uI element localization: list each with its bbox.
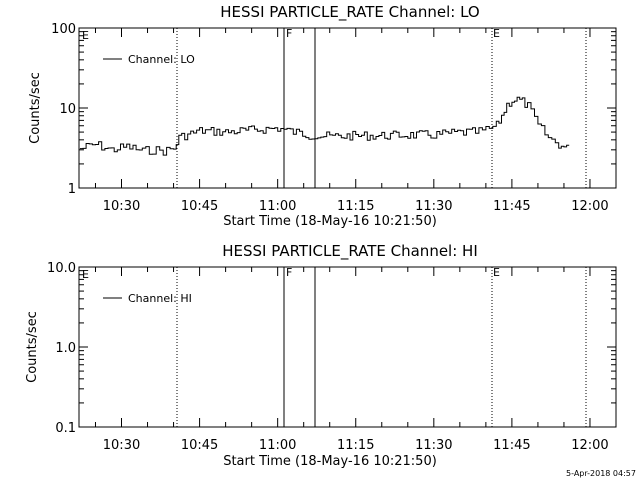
- panel-lo-x-tick-label: 10:30: [103, 199, 140, 214]
- panel-lo-y-tick-label: 10: [59, 102, 76, 117]
- panel-hi-x-tick-label: 11:15: [337, 438, 374, 453]
- panel-hi-legend-label: Channel: HI: [128, 292, 192, 305]
- panel-lo-x-axis-label: Start Time (18-May-16 10:21:50): [223, 214, 437, 229]
- panel-hi-y-tick-label: 1.0: [55, 341, 76, 356]
- panel-lo-x-tick-label: 11:45: [493, 199, 530, 214]
- panel-lo-legend: Channel: LO: [103, 53, 195, 66]
- panel-lo-x-tick-label: 12:00: [571, 199, 608, 214]
- panel-lo-y-axis-label: Counts/sec: [28, 72, 43, 144]
- panel-hi-x-axis-label: Start Time (18-May-16 10:21:50): [223, 454, 437, 469]
- panel-hi-x-tick-label: 11:00: [259, 438, 296, 453]
- panel-hi-frame: [78, 266, 617, 428]
- panel-lo-frame: [78, 27, 617, 189]
- panel-hi-x-tick-label: 10:45: [181, 438, 218, 453]
- panel-lo-title: HESSI PARTICLE_RATE Channel: LO: [220, 3, 479, 22]
- panel-lo-markers: E F E: [82, 27, 587, 188]
- panel-lo-y-tick-label: 1: [68, 182, 76, 197]
- panel-lo: HESSI PARTICLE_RATE Channel: LO E F E 11…: [28, 3, 617, 229]
- panel-hi-legend: Channel: HI: [103, 292, 192, 305]
- panel-hi-y-axis: 0.1 1.0 10.0: [47, 261, 616, 436]
- panel-hi-y-tick-label: 0.1: [55, 421, 76, 436]
- panel-lo-x-tick-label: 10:45: [181, 199, 218, 214]
- panel-lo-series-line: [79, 96, 570, 156]
- panel-lo-x-tick-label: 11:15: [337, 199, 374, 214]
- panel-lo-x-tick-label: 11:30: [415, 199, 452, 214]
- panel-hi-y-tick-label: 10.0: [47, 261, 76, 276]
- panel-hi-x-tick-label: 10:30: [103, 438, 140, 453]
- panel-hi-x-tick-label: 12:00: [571, 438, 608, 453]
- panel-hi: HESSI PARTICLE_RATE Channel: HI E F E 0.…: [25, 242, 617, 469]
- panel-lo-y-tick-label: 100: [51, 22, 76, 37]
- footer-timestamp: 5-Apr-2018 04:57: [566, 469, 636, 478]
- panel-lo-y-axis: 1 10 100: [51, 22, 616, 197]
- panel-hi-x-tick-label: 11:45: [493, 438, 530, 453]
- panel-lo-x-axis: 10:30 10:45 11:00 11:15 11:30 11:45 12:00: [94, 28, 617, 214]
- panel-hi-title: HESSI PARTICLE_RATE Channel: HI: [222, 242, 478, 261]
- panel-hi-y-axis-label: Counts/sec: [25, 311, 40, 383]
- panel-hi-marker-label-e: E: [82, 268, 89, 281]
- panel-hi-marker-label-f: F: [286, 266, 292, 279]
- panel-lo-marker-label-e2: E: [493, 27, 500, 40]
- panel-hi-x-tick-label: 11:30: [415, 438, 452, 453]
- panel-lo-marker-label-e: E: [82, 29, 89, 42]
- panel-hi-x-axis: 10:30 10:45 11:00 11:15 11:30 11:45 12:00: [94, 267, 617, 453]
- panel-hi-markers: E F E: [82, 266, 587, 427]
- panel-lo-marker-label-f: F: [286, 27, 292, 40]
- panel-hi-marker-label-e2: E: [493, 266, 500, 279]
- panel-lo-legend-label: Channel: LO: [128, 53, 195, 66]
- panel-lo-x-tick-label: 11:00: [259, 199, 296, 214]
